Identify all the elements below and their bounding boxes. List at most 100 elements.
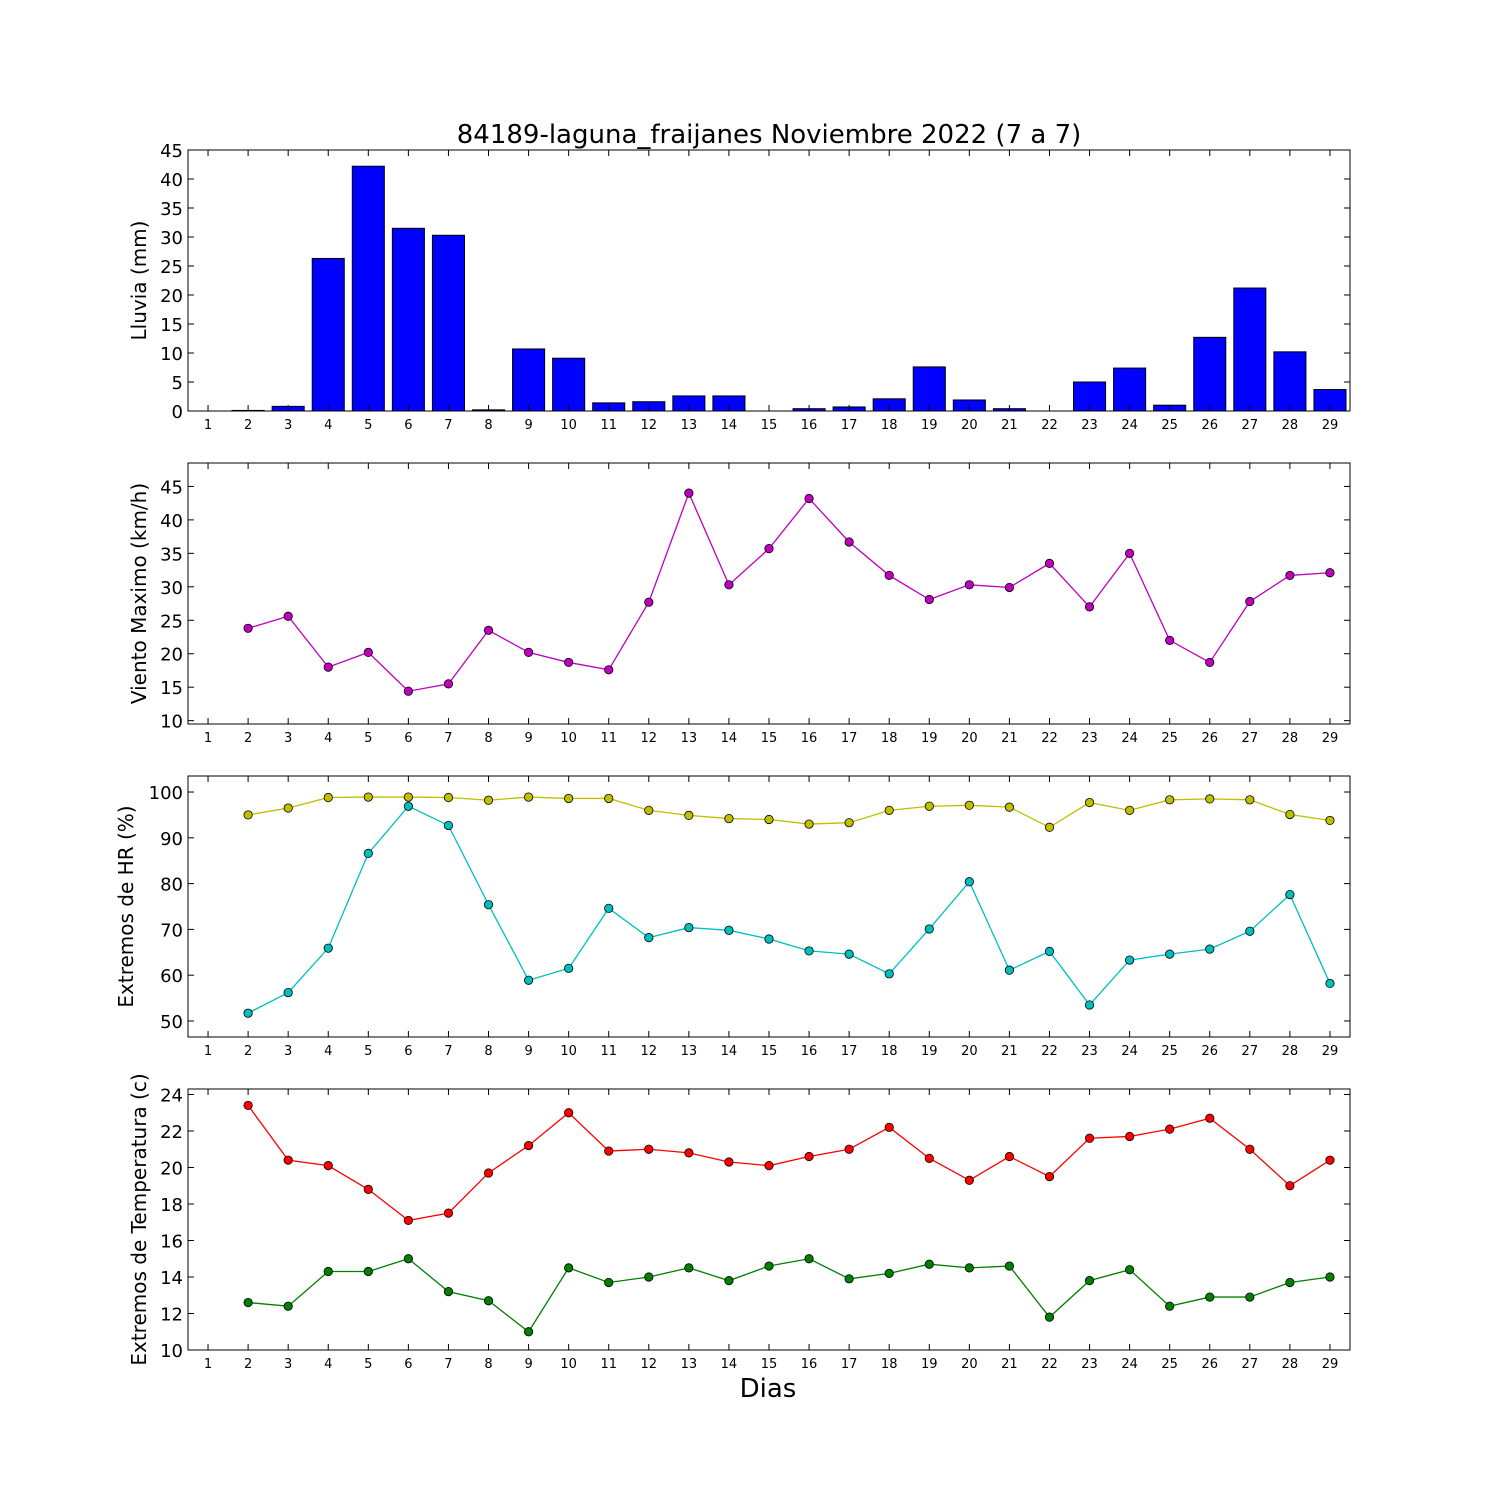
series-1-point-day-11 bbox=[604, 793, 614, 804]
series-1-point-day-3 bbox=[283, 611, 293, 621]
x-tick-label: 7 bbox=[444, 1044, 452, 1059]
x-tick-label: 20 bbox=[961, 731, 978, 746]
x-tick-label: 27 bbox=[1242, 1357, 1259, 1372]
x-tick-label: 16 bbox=[801, 731, 818, 746]
y-tick-label: 90 bbox=[160, 829, 183, 850]
x-tick-label: 7 bbox=[444, 418, 452, 433]
x-tick-label: 28 bbox=[1282, 1044, 1299, 1059]
series-2-point-day-27 bbox=[1245, 1292, 1255, 1302]
series-1-point-day-24 bbox=[1125, 805, 1135, 815]
series-2-point-day-25 bbox=[1165, 949, 1175, 959]
x-tick-label: 16 bbox=[801, 1357, 818, 1372]
series-2-point-day-13 bbox=[684, 922, 694, 933]
y-tick-label: 50 bbox=[160, 1012, 183, 1033]
x-tick-label: 28 bbox=[1282, 1357, 1299, 1372]
x-tick-label: 6 bbox=[404, 1044, 412, 1059]
series-1-point-day-12 bbox=[644, 1144, 654, 1154]
y-tick-label: 70 bbox=[160, 920, 183, 941]
x-tick-label: 11 bbox=[600, 418, 617, 433]
x-tick-label: 12 bbox=[641, 731, 658, 746]
series-1-point-day-5 bbox=[363, 1184, 373, 1194]
x-tick-label: 24 bbox=[1121, 1357, 1138, 1372]
x-tick-label: 25 bbox=[1161, 1044, 1178, 1059]
x-tick-label: 4 bbox=[324, 1357, 332, 1372]
series-2-point-day-25 bbox=[1165, 1301, 1175, 1311]
x-tick-label: 6 bbox=[404, 1357, 412, 1372]
series-1-point-day-24 bbox=[1125, 548, 1135, 558]
series-1-point-day-7 bbox=[443, 792, 454, 803]
x-tick-label: 7 bbox=[444, 1357, 452, 1372]
series-1-point-day-28 bbox=[1285, 570, 1295, 581]
x-tick-label: 1 bbox=[204, 418, 212, 433]
x-tick-label: 25 bbox=[1161, 418, 1178, 433]
series-1-point-day-19 bbox=[924, 1153, 934, 1163]
series-1-line bbox=[247, 796, 1331, 829]
series-1-point-day-6 bbox=[403, 792, 413, 802]
x-tick-label: 14 bbox=[721, 1357, 738, 1372]
series-1-point-day-16 bbox=[804, 493, 814, 504]
series-1-point-day-17 bbox=[844, 537, 854, 547]
series-2-point-day-9 bbox=[523, 975, 534, 985]
x-tick-label: 5 bbox=[364, 1044, 372, 1059]
y-tick-label: 14 bbox=[160, 1268, 183, 1289]
series-1-point-day-20 bbox=[964, 1175, 974, 1185]
x-tick-label: 19 bbox=[921, 418, 938, 433]
series-2-point-day-20 bbox=[964, 1263, 974, 1273]
series-2-point-day-28 bbox=[1285, 889, 1295, 900]
series-1-point-day-2 bbox=[243, 1100, 253, 1111]
series-1-point-day-22 bbox=[1044, 822, 1055, 832]
x-tick-label: 5 bbox=[364, 731, 372, 746]
series-2-point-day-23 bbox=[1084, 1000, 1095, 1010]
series-1-point-day-26 bbox=[1205, 1113, 1215, 1123]
x-tick-label: 3 bbox=[284, 418, 292, 433]
series-1-point-day-19 bbox=[924, 594, 934, 605]
series-2-point-day-16 bbox=[804, 1254, 814, 1264]
x-tick-label: 10 bbox=[560, 1357, 577, 1372]
series-1-point-day-12 bbox=[644, 597, 654, 607]
series-1-point-day-17 bbox=[844, 818, 854, 828]
series-1-point-day-10 bbox=[564, 793, 574, 804]
x-tick-label: 27 bbox=[1242, 1044, 1259, 1059]
series-1-point-day-22 bbox=[1044, 1172, 1055, 1182]
series-1-point-day-13 bbox=[684, 488, 694, 498]
series-1-point-day-24 bbox=[1125, 1131, 1135, 1142]
series-1-point-day-19 bbox=[924, 801, 934, 811]
y-tick-label: 24 bbox=[160, 1085, 183, 1106]
x-tick-label: 3 bbox=[284, 1357, 292, 1372]
x-tick-label: 15 bbox=[761, 1044, 778, 1059]
x-tick-label: 20 bbox=[961, 1044, 978, 1059]
x-axis-label: Dias bbox=[740, 1374, 797, 1404]
series-1-point-day-15 bbox=[764, 1161, 774, 1171]
x-tick-label: 3 bbox=[284, 1044, 292, 1059]
series-1-point-day-18 bbox=[884, 1122, 894, 1132]
x-tick-label: 13 bbox=[681, 731, 698, 746]
series-1-point-day-23 bbox=[1084, 797, 1095, 808]
series-1-point-day-2 bbox=[243, 810, 253, 820]
x-tick-label: 8 bbox=[484, 731, 492, 746]
series-1-point-day-11 bbox=[604, 665, 614, 675]
y-axis-label: Viento Maximo (km/h) bbox=[127, 483, 151, 704]
series-1-point-day-16 bbox=[804, 819, 814, 829]
x-tick-label: 18 bbox=[881, 1044, 898, 1059]
figure-title: 84189-laguna_fraijanes Noviembre 2022 (7… bbox=[457, 120, 1082, 150]
series-1-point-day-3 bbox=[283, 1155, 293, 1165]
x-tick-label: 3 bbox=[284, 731, 292, 746]
x-tick-label: 22 bbox=[1041, 1357, 1058, 1372]
series-1-point-day-5 bbox=[363, 792, 373, 802]
x-tick-label: 14 bbox=[721, 418, 738, 433]
y-tick-label: 10 bbox=[160, 712, 183, 733]
x-tick-label: 5 bbox=[364, 1357, 372, 1372]
y-tick-label: 20 bbox=[160, 286, 183, 307]
series-2-point-day-7 bbox=[443, 1286, 454, 1297]
series-1-point-day-25 bbox=[1165, 795, 1175, 805]
x-tick-label: 21 bbox=[1001, 731, 1018, 746]
series-2-point-day-14 bbox=[724, 1276, 734, 1286]
series-1-point-day-4 bbox=[323, 662, 333, 672]
y-axis-label: Extremos de Temperatura (c) bbox=[127, 1073, 151, 1365]
y-tick-label: 5 bbox=[172, 373, 183, 394]
series-1-point-day-21 bbox=[1004, 582, 1015, 593]
x-tick-label: 24 bbox=[1121, 418, 1138, 433]
